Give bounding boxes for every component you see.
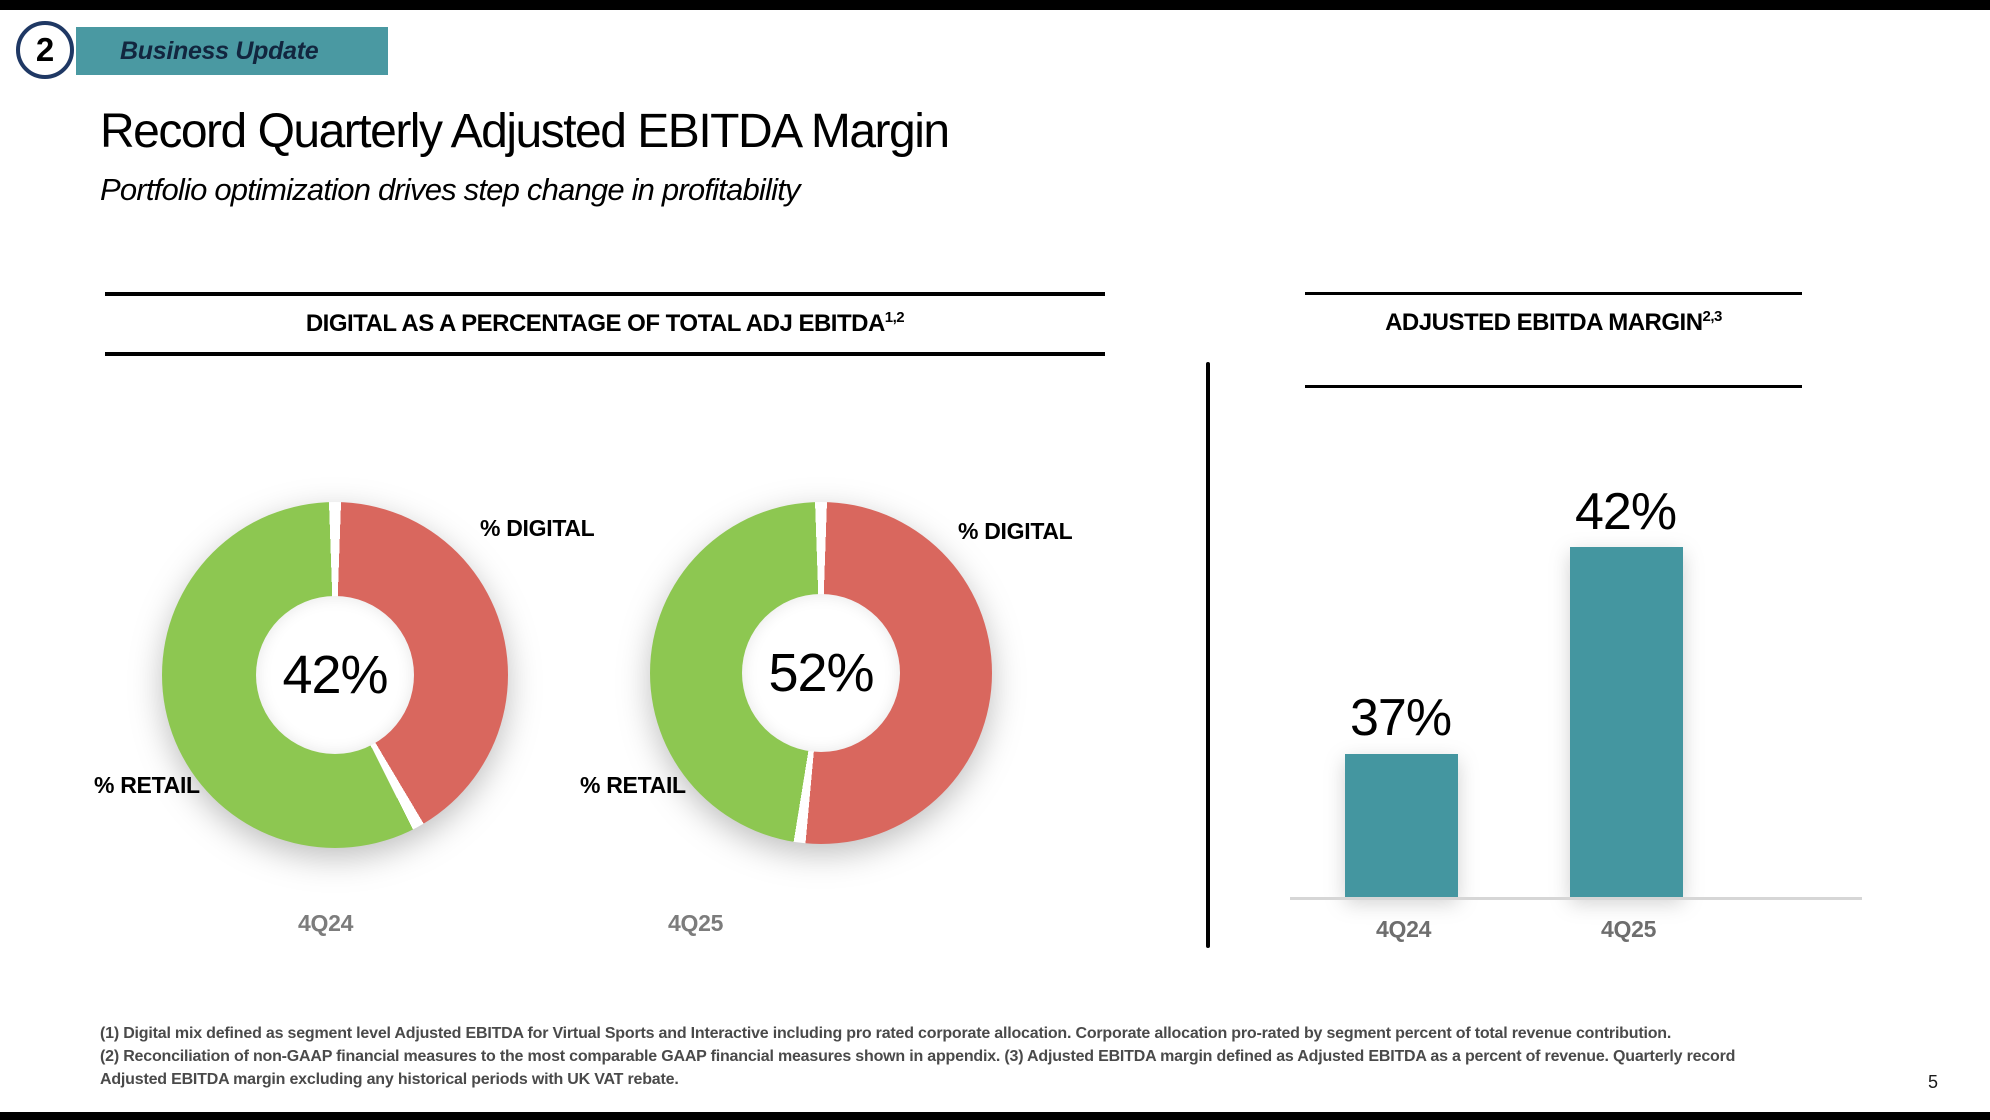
bar-category-label: 4Q24 <box>1376 916 1432 942</box>
slide-title: Record Quarterly Adjusted EBITDA Margin <box>100 105 950 158</box>
bar-chart-baseline <box>1290 897 1862 900</box>
section-number-badge: 2 <box>16 21 74 79</box>
right-panel-title-text: ADJUSTED EBITDA MARGIN <box>1385 309 1703 336</box>
donut-center-value: 42% <box>282 645 388 705</box>
footnotes: (1) Digital mix defined as segment level… <box>100 1022 1860 1091</box>
digital-slice-label: % DIGITAL <box>480 515 595 541</box>
bar-category-label: 4Q25 <box>1601 916 1657 942</box>
donut-period-label: 4Q24 <box>298 910 354 936</box>
right-panel-header: ADJUSTED EBITDA MARGIN2,3 <box>1305 292 1802 388</box>
left-panel-title-superscript: 1,2 <box>884 309 905 326</box>
retail-slice-label: % RETAIL <box>580 772 686 798</box>
section-tab[interactable]: Business Update <box>76 27 388 75</box>
section-tab-label: Business Update <box>120 36 319 65</box>
left-panel-title: DIGITAL AS A PERCENTAGE OF TOTAL ADJ EBI… <box>305 309 905 338</box>
slide-subtitle: Portfolio optimization drives step chang… <box>100 172 801 207</box>
donut-hole: 42% <box>256 596 414 754</box>
right-panel-title-superscript: 2,3 <box>1702 308 1723 325</box>
bar-4q24 <box>1345 754 1458 897</box>
page-number: 5 <box>1928 1072 1939 1092</box>
section-number: 2 <box>35 31 55 68</box>
donut-hole: 52% <box>742 594 900 752</box>
right-panel-title: ADJUSTED EBITDA MARGIN2,3 <box>1385 309 1722 337</box>
donut-chart-4q24: 42% <box>162 502 508 848</box>
bottom-border-bar <box>0 1112 1990 1120</box>
left-panel-title-text: DIGITAL AS A PERCENTAGE OF TOTAL ADJ EBI… <box>305 310 885 337</box>
retail-slice-label: % RETAIL <box>94 772 200 798</box>
bar-data-label-4q25: 42% <box>1575 483 1677 541</box>
footnote-line-2: (2) Reconciliation of non-GAAP financial… <box>100 1048 1736 1065</box>
footnote-line-1: (1) Digital mix defined as segment level… <box>100 1025 1672 1042</box>
donut-chart-4q25: 52% <box>650 502 992 844</box>
footnote-line-3: Adjusted EBITDA margin excluding any his… <box>100 1071 679 1088</box>
top-border-bar <box>0 0 1990 10</box>
digital-slice-label: % DIGITAL <box>958 518 1073 544</box>
donut-period-label: 4Q25 <box>668 910 724 936</box>
bar-data-label-4q24: 37% <box>1350 689 1452 747</box>
bar-4q25 <box>1570 547 1683 897</box>
vertical-divider <box>1206 362 1210 948</box>
donut-center-value: 52% <box>768 643 874 703</box>
left-panel-header: DIGITAL AS A PERCENTAGE OF TOTAL ADJ EBI… <box>105 292 1105 356</box>
